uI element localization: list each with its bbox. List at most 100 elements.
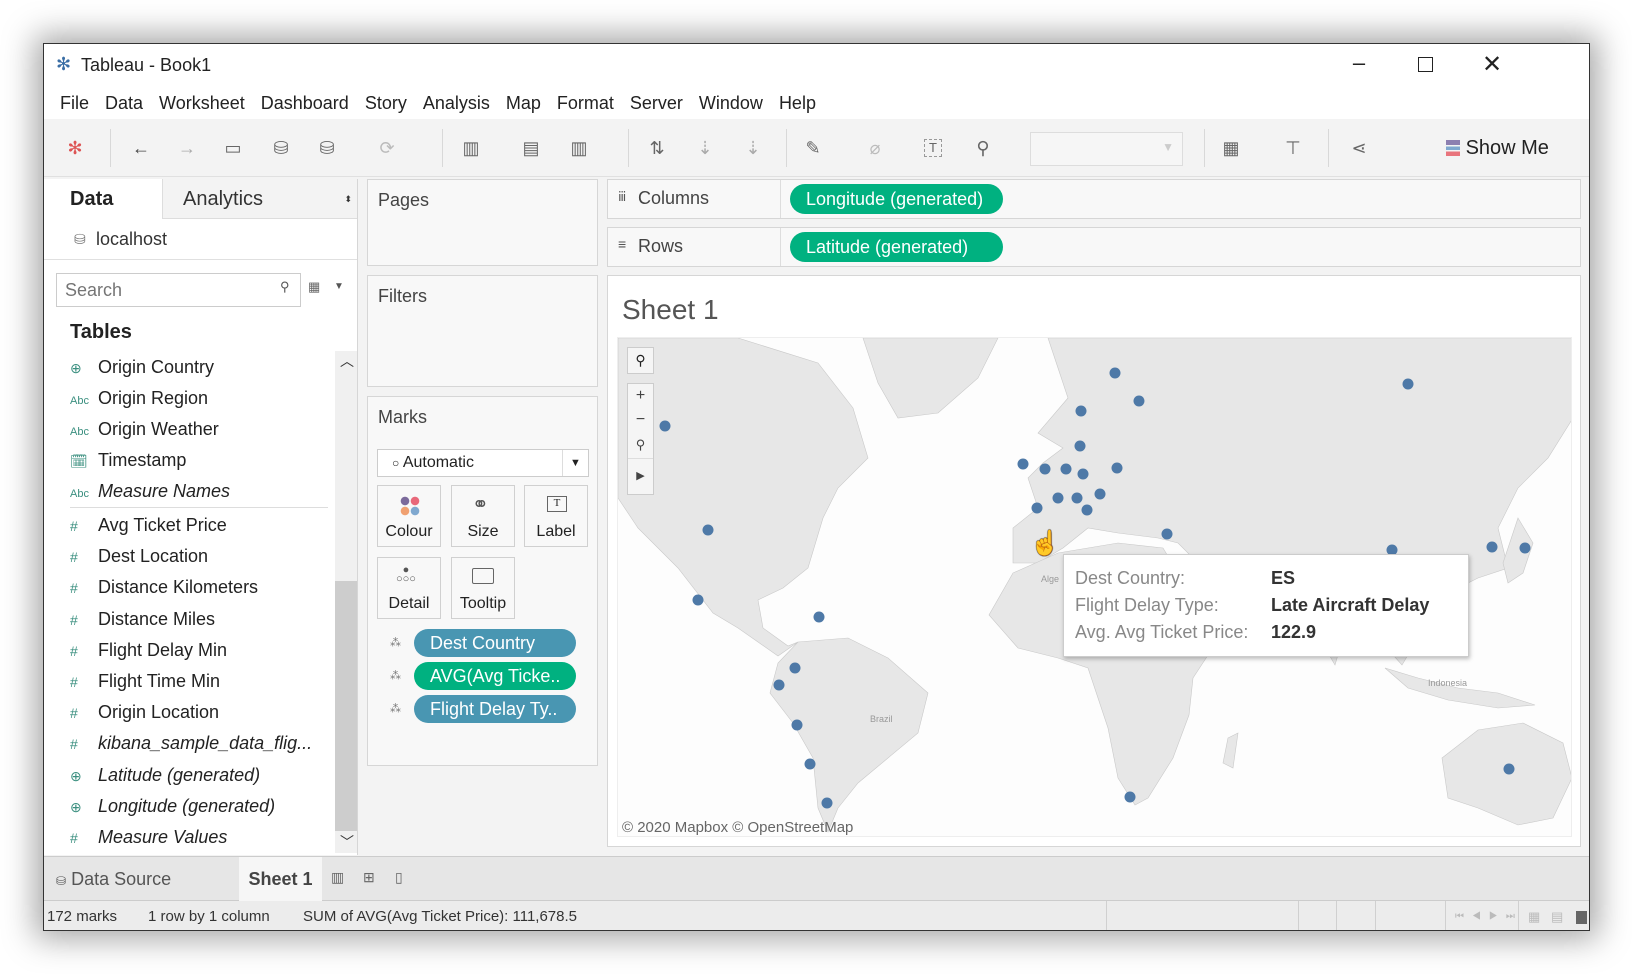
field-item[interactable]: # Distance Kilometers — [70, 572, 258, 602]
map-mark[interactable] — [1075, 405, 1087, 417]
sort-ascending-icon[interactable]: ⇣ — [697, 138, 713, 158]
filmstrip-icon[interactable]: ▤ — [1551, 909, 1564, 924]
map-mark[interactable] — [1519, 542, 1531, 554]
map-mark[interactable] — [1031, 502, 1043, 514]
map-mark[interactable] — [1081, 504, 1093, 516]
tab-menu-icon[interactable]: ⬍ — [344, 194, 352, 204]
new-worksheet-tab-icon[interactable]: ▥ — [331, 869, 345, 885]
map-mark[interactable] — [702, 524, 714, 536]
menu-data[interactable]: Data — [105, 93, 144, 113]
sort-descending-icon[interactable]: ⇣ — [745, 138, 761, 158]
swap-icon[interactable]: ⇅ — [649, 138, 665, 158]
mark-type-dropdown[interactable]: ○ Automatic ▼ — [377, 449, 589, 477]
map-mark[interactable] — [1109, 367, 1121, 379]
show-me-button[interactable]: Show Me — [1446, 133, 1549, 163]
tab-analytics[interactable]: Analytics ⬍ — [162, 179, 357, 219]
zoom-in-button[interactable]: + — [635, 387, 646, 404]
minimize-button[interactable]: – — [1352, 50, 1366, 75]
menu-worksheet[interactable]: Worksheet — [159, 93, 245, 113]
label-button[interactable]: T Label — [524, 485, 588, 547]
marks-pill[interactable]: Flight Delay Ty.. — [414, 695, 576, 723]
map-mark[interactable] — [821, 797, 833, 809]
menu-format[interactable]: Format — [556, 93, 614, 113]
close-button[interactable]: ✕ — [1482, 51, 1503, 78]
map-mark[interactable] — [1486, 541, 1498, 553]
pages-card[interactable]: Pages — [367, 179, 598, 266]
new-story-tab-icon[interactable]: ▯ — [395, 869, 403, 885]
presentation-mode-icon[interactable]: ⊤ — [1285, 138, 1301, 158]
redo-icon[interactable]: → — [178, 138, 196, 158]
columns-shelf[interactable]: ⅲ Columns Longitude (generated) — [607, 179, 1581, 219]
tab-data[interactable]: Data — [70, 188, 114, 210]
field-item[interactable]: # kibana_sample_data_flig... — [70, 728, 312, 758]
scrollbar-thumb[interactable] — [335, 581, 357, 831]
field-item[interactable]: # Origin Location — [70, 697, 219, 727]
map-mark[interactable] — [1094, 488, 1106, 500]
map-mark[interactable] — [1077, 468, 1089, 480]
map-mark[interactable] — [1111, 462, 1123, 474]
menu-map[interactable]: Map — [505, 93, 541, 113]
maximize-button[interactable] — [1418, 57, 1433, 72]
tableau-home-icon[interactable]: ✻ — [67, 138, 83, 158]
undo-icon[interactable]: ← — [132, 138, 150, 158]
data-source-tab[interactable]: ⛁ Data Source — [56, 869, 172, 889]
field-item[interactable]: # Avg Ticket Price — [70, 510, 227, 540]
refresh-icon[interactable]: ⟳ — [379, 138, 395, 158]
field-item[interactable]: # Dest Location — [70, 541, 208, 571]
map-attribution[interactable]: © 2020 Mapbox © OpenStreetMap — [622, 819, 854, 836]
latitude-pill[interactable]: Latitude (generated) — [790, 232, 1003, 262]
pin-icon[interactable]: ⚲ — [635, 437, 646, 452]
scroll-down-icon[interactable]: ﹀ — [340, 834, 354, 850]
map-mark[interactable] — [1386, 544, 1398, 556]
marks-pill[interactable]: AVG(Avg Ticke.. — [414, 662, 576, 690]
highlight-icon[interactable]: ✎ — [805, 138, 821, 158]
new-data-source-icon[interactable]: ⛁ — [273, 138, 289, 158]
tooltip-button[interactable]: Tooltip — [451, 557, 515, 619]
field-item[interactable]: # Flight Time Min — [70, 666, 220, 696]
map-mark[interactable] — [1503, 763, 1515, 775]
filters-card[interactable]: Filters — [367, 275, 598, 387]
fit-dropdown[interactable]: ▼ — [1030, 132, 1183, 166]
colour-button[interactable]: Colour — [377, 485, 441, 547]
map-mark[interactable] — [1071, 492, 1083, 504]
save-icon[interactable]: ▭ — [224, 138, 242, 158]
new-dashboard-tab-icon[interactable]: ⊞ — [363, 869, 375, 885]
size-button[interactable]: ⚭ Size — [451, 485, 515, 547]
map-mark[interactable] — [1133, 395, 1145, 407]
field-item[interactable]: # Distance Miles — [70, 604, 215, 634]
map-mark[interactable] — [1060, 463, 1072, 475]
show-labels-icon[interactable]: T — [924, 139, 942, 157]
field-item[interactable]: ⊕ Origin Country — [70, 352, 214, 382]
menu-file[interactable]: File — [60, 93, 90, 113]
map-mark[interactable] — [1039, 463, 1051, 475]
map-mark[interactable] — [659, 420, 671, 432]
map-mark[interactable] — [804, 758, 816, 770]
map-mark[interactable] — [813, 611, 825, 623]
duplicate-sheet-icon[interactable]: ▤ — [522, 138, 540, 158]
detail-button[interactable]: ● ○○○ Detail — [377, 557, 441, 619]
field-item[interactable]: # Measure Values — [70, 822, 227, 852]
zoom-out-button[interactable]: − — [635, 411, 646, 428]
map-mark[interactable] — [1017, 458, 1029, 470]
map-mark[interactable] — [1052, 492, 1064, 504]
map-mark[interactable] — [1124, 791, 1136, 803]
search-input[interactable] — [56, 273, 301, 307]
clear-sheet-icon[interactable]: ▥ — [570, 138, 588, 158]
map-mark[interactable] — [789, 662, 801, 674]
pane-menu-icon[interactable]: ▼ — [334, 281, 344, 292]
marks-pill[interactable]: Dest Country — [414, 629, 576, 657]
view-list-icon[interactable]: ▦ — [308, 279, 321, 294]
longitude-pill[interactable]: Longitude (generated) — [790, 184, 1003, 214]
group-icon[interactable]: ⌀ — [869, 138, 881, 158]
pause-updates-icon[interactable]: ⛁ — [319, 138, 335, 158]
map-search-button[interactable]: ⚲ — [627, 347, 654, 374]
sheet-sorter-icon[interactable]: ▦ — [1528, 909, 1541, 924]
field-item[interactable]: Abc Origin Weather — [70, 414, 219, 444]
map-mark[interactable] — [1161, 528, 1173, 540]
map-mark[interactable] — [1402, 378, 1414, 390]
sheet-tab[interactable]: Sheet 1 — [239, 857, 322, 901]
sheet-navigation-icons[interactable]: ⏮◀▶⏭ — [1455, 911, 1523, 922]
map-mark[interactable] — [791, 719, 803, 731]
field-item[interactable]: # Flight Delay Min — [70, 635, 227, 665]
show-cards-icon[interactable]: ▦ — [1222, 138, 1240, 158]
